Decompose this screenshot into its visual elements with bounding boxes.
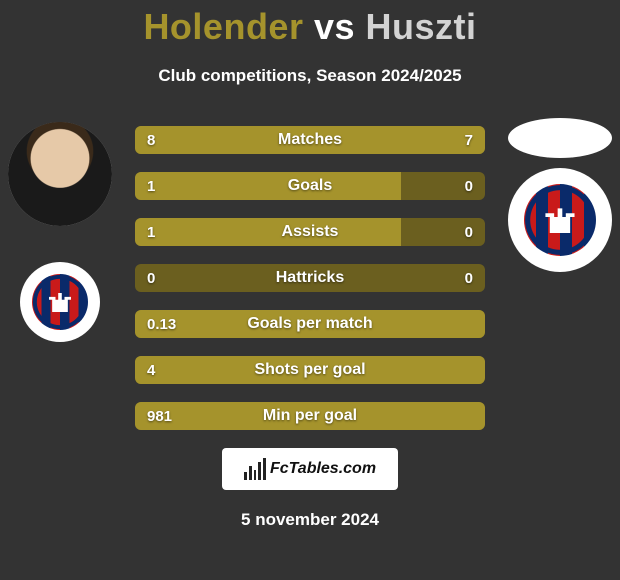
- stat-value-left: 0.13: [135, 316, 195, 333]
- stat-metric-label: Shots per goal: [195, 361, 425, 379]
- player1-avatar: [8, 122, 112, 226]
- stat-row: 1Assists0: [135, 218, 485, 246]
- stat-metric-label: Assists: [195, 223, 425, 241]
- fctables-logo: FcTables.com: [222, 448, 398, 490]
- videoton-crest-icon: [32, 274, 88, 330]
- stat-row: 1Goals0: [135, 172, 485, 200]
- player1-club-badge: [20, 262, 100, 342]
- stat-value-left: 1: [135, 178, 195, 195]
- stat-metric-label: Matches: [195, 131, 425, 149]
- stat-value-right: 0: [425, 270, 485, 287]
- player1-face-placeholder: [8, 122, 112, 226]
- stat-metric-label: Goals per match: [195, 315, 425, 333]
- fctables-brand-text: FcTables.com: [270, 460, 376, 478]
- stat-value-right: 0: [425, 178, 485, 195]
- videoton-crest-icon: [524, 184, 597, 257]
- stats-chart: 8Matches71Goals01Assists00Hattricks00.13…: [135, 126, 485, 430]
- subtitle: Club competitions, Season 2024/2025: [0, 66, 620, 86]
- stat-row: 0.13Goals per match: [135, 310, 485, 338]
- comparison-title: Holender vs Huszti: [0, 0, 620, 48]
- player2-club-badge: [508, 168, 612, 272]
- stat-row: 981Min per goal: [135, 402, 485, 430]
- bar-chart-icon: [244, 458, 266, 480]
- snapshot-date: 5 november 2024: [0, 510, 620, 530]
- stat-value-left: 981: [135, 408, 195, 425]
- stat-value-left: 4: [135, 362, 195, 379]
- stat-metric-label: Hattricks: [195, 269, 425, 287]
- stat-row: 0Hattricks0: [135, 264, 485, 292]
- stat-value-left: 1: [135, 224, 195, 241]
- stat-metric-label: Goals: [195, 177, 425, 195]
- player1-name: Holender: [143, 6, 303, 47]
- player2-name: Huszti: [366, 6, 477, 47]
- stat-value-left: 8: [135, 132, 195, 149]
- stat-row: 4Shots per goal: [135, 356, 485, 384]
- title-vs: vs: [314, 6, 355, 47]
- stat-row: 8Matches7: [135, 126, 485, 154]
- stat-value-left: 0: [135, 270, 195, 287]
- stat-value-right: 7: [425, 132, 485, 149]
- stat-metric-label: Min per goal: [195, 407, 425, 425]
- stat-value-right: 0: [425, 224, 485, 241]
- player2-avatar: [508, 118, 612, 158]
